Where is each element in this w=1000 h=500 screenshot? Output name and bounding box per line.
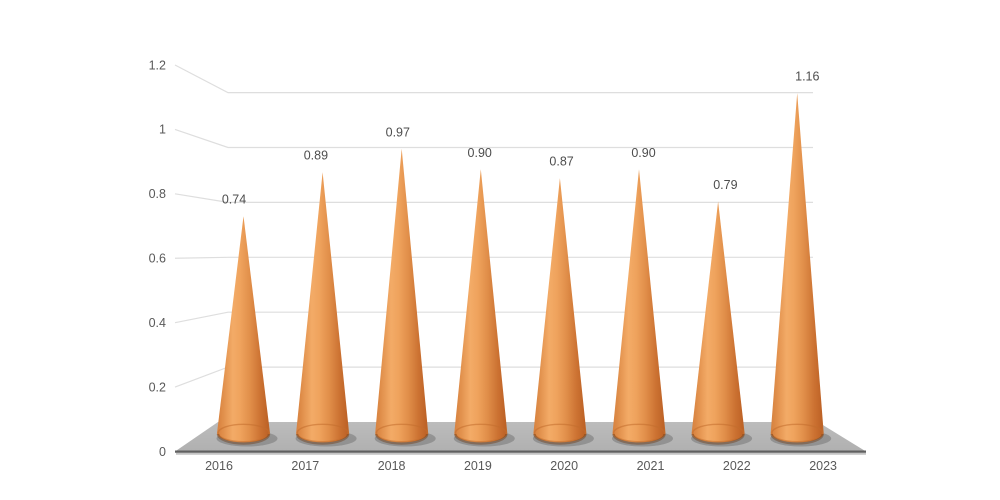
cone-body (533, 178, 587, 443)
cone-2018 (374, 148, 436, 447)
x-axis-category-label: 2016 (205, 459, 233, 473)
cone-base-edge (691, 433, 745, 445)
cone-body (296, 172, 350, 443)
gridline-0.8 (174, 193, 813, 203)
x-axis-category-label: 2021 (637, 459, 665, 473)
cone-2021 (612, 169, 673, 447)
cone-base-edge (375, 433, 429, 445)
cone-base-edge (533, 433, 587, 445)
cone-2020 (532, 178, 594, 447)
gridline-1.2 (174, 64, 813, 94)
y-axis-tick-label: 0.4 (149, 316, 166, 330)
cone-base-rim (296, 423, 349, 443)
data-labels: 0.74 0.89 0.97 0.90 0.87 0.90 0.79 1.16 (222, 70, 820, 207)
gridline-1 (174, 128, 813, 149)
cone-base-edge (770, 433, 824, 445)
y-axis-tick-label: 0.8 (149, 187, 166, 201)
y-axis-tick-label: 0 (159, 445, 166, 459)
cone-base-edge (612, 433, 666, 445)
data-label-2016: 0.74 (222, 193, 246, 207)
cone-base-edge (216, 433, 271, 445)
x-axis-category-label: 2023 (809, 459, 837, 473)
cone-base-rim (692, 423, 745, 443)
cone-base-edge (454, 433, 508, 445)
cone-2023 (770, 93, 832, 447)
cone-body (217, 216, 270, 443)
y-axis-tick-label: 0.6 (149, 252, 166, 266)
cone-body (691, 201, 745, 443)
cone-base-rim (454, 423, 507, 443)
x-axis-category-label: 2018 (378, 459, 406, 473)
y-axis-tick-label: 1 (159, 123, 166, 137)
x-axis-category-label: 2022 (723, 459, 751, 473)
chart-floor (175, 422, 866, 452)
y-axis-tick-label: 1.2 (149, 58, 166, 72)
cone-body (375, 148, 429, 443)
cone-series (216, 93, 832, 447)
cone-body (612, 169, 666, 443)
cone-body (770, 93, 824, 443)
data-label-2020: 0.87 (549, 155, 573, 169)
data-label-2018: 0.97 (386, 125, 410, 139)
cone-base-rim (375, 423, 428, 443)
data-label-2017: 0.89 (304, 149, 328, 163)
cone-base-edge (295, 433, 350, 445)
cone-2017 (295, 172, 357, 447)
data-label-2019: 0.90 (468, 146, 492, 160)
cone-base-rim (613, 423, 666, 443)
cone-2019 (453, 169, 515, 447)
gridlines (174, 64, 813, 388)
gridline-0.6 (174, 256, 813, 259)
x-axis-category-label: 2020 (550, 459, 578, 473)
cone-base-rim (217, 423, 270, 443)
cone-2016 (216, 216, 278, 447)
y-axis-tick-label: 0.2 (149, 380, 166, 394)
x-axis-category-label: 2019 (464, 459, 492, 473)
cone-body (454, 169, 508, 443)
cone-base-rim (533, 423, 586, 443)
cone-base-rim (771, 423, 824, 443)
data-label-2022: 0.79 (713, 178, 737, 192)
x-axis: 2016 2017 2018 2019 2020 2021 2022 2023 (205, 459, 837, 473)
data-label-2021: 0.90 (631, 146, 655, 160)
data-label-2023: 1.16 (795, 70, 819, 84)
y-axis: 0 0.2 0.4 0.6 0.8 1 1.2 (149, 58, 166, 459)
cone-2022 (691, 201, 753, 447)
x-axis-category-label: 2017 (291, 459, 319, 473)
gridline-0.4 (174, 311, 813, 324)
